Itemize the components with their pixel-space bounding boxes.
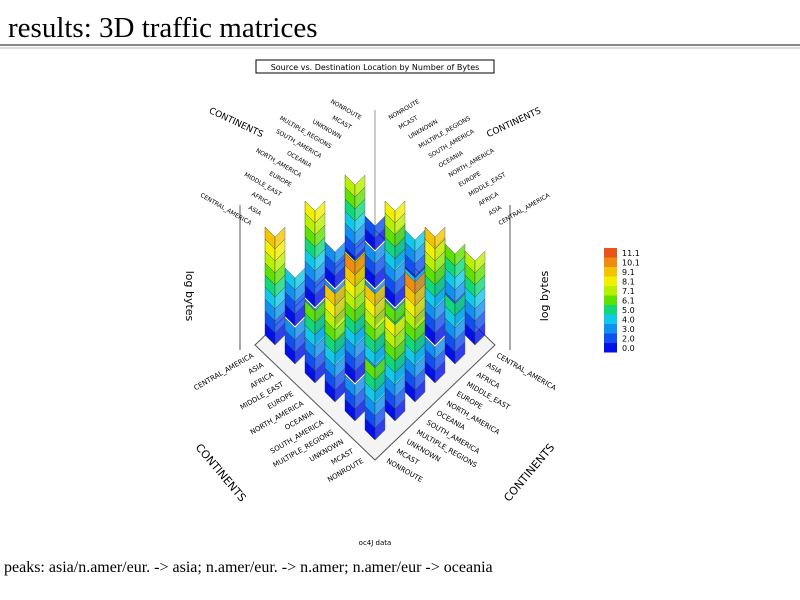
category-label: CENTRAL_AMERICA <box>199 192 253 227</box>
column-block <box>454 243 466 267</box>
column-block <box>334 283 346 307</box>
colorbar-label: 4.0 <box>622 316 635 325</box>
colorbar-label: 7.1 <box>622 287 635 296</box>
column-block <box>354 174 366 198</box>
slide-title: results: 3D traffic matrices <box>8 12 318 44</box>
column-block <box>394 200 406 224</box>
category-label: ASIA <box>247 204 263 217</box>
colorbar-label: 5.0 <box>622 306 635 315</box>
axis-title: CONTINENTS <box>485 106 543 140</box>
colorbar-label: 3.0 <box>622 325 635 334</box>
colorbar-swatch <box>604 305 617 315</box>
colorbar-swatch <box>604 276 617 286</box>
column-block <box>434 226 446 250</box>
axis-title: CONTINENTS <box>501 441 557 504</box>
colorbar-swatch <box>604 257 617 267</box>
column-block <box>294 267 306 291</box>
column-block <box>454 293 466 317</box>
figure-caption: Source vs. Destination Location by Numbe… <box>271 63 480 72</box>
axis-title: CONTINENTS <box>207 106 265 140</box>
colorbar-label: 6.1 <box>622 297 635 306</box>
source-note: oc4J data <box>359 539 392 547</box>
colorbar-swatch <box>604 343 617 353</box>
column-block <box>374 283 386 307</box>
colorbar-swatch <box>604 248 617 258</box>
column-block <box>354 252 366 276</box>
axis-title: CONTINENTS <box>193 441 249 504</box>
colorbar-label: 8.1 <box>622 278 635 287</box>
column-block <box>434 336 446 360</box>
category-label: ASIA <box>485 361 503 376</box>
column-block <box>374 357 386 381</box>
colorbar-swatch <box>604 286 617 296</box>
column-block <box>474 250 486 274</box>
category-label: ASIA <box>488 204 504 217</box>
colorbar-swatch <box>604 295 617 305</box>
column-block <box>334 241 346 265</box>
caption-box <box>255 59 495 74</box>
colorbar-label: 2.0 <box>622 335 635 344</box>
column-block <box>314 200 326 224</box>
category-label: CENTRAL_AMERICA <box>495 352 558 393</box>
z-axis-label: log bytes <box>183 271 196 322</box>
footer: peaks: asia/n.amer/eur. -> asia; n.amer/… <box>4 559 493 576</box>
category-label: CENTRAL_AMERICA <box>193 351 256 392</box>
category-label: CENTRAL_AMERICA <box>498 192 552 227</box>
colorbar-swatch <box>604 324 617 334</box>
z-axis-label: log bytes <box>538 270 551 321</box>
category-label: ASIA <box>247 361 265 376</box>
colorbar-label: 0.0 <box>622 344 635 353</box>
colorbar-label: 10.1 <box>622 259 640 268</box>
colorbar-swatch <box>604 314 617 324</box>
colorbar-label: 11.1 <box>622 249 640 258</box>
column-block <box>414 271 426 295</box>
colorbar-label: 9.1 <box>622 268 635 277</box>
column-block <box>274 226 286 250</box>
colorbar-swatch <box>604 333 617 343</box>
column-block <box>394 314 406 338</box>
bar-field <box>264 174 486 441</box>
colorbar-swatch <box>604 267 617 277</box>
